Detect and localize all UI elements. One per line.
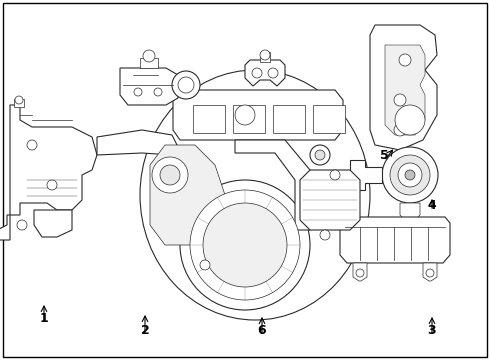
Polygon shape: [300, 170, 360, 230]
Circle shape: [15, 96, 23, 104]
Polygon shape: [400, 203, 420, 220]
Bar: [273, 105, 305, 133]
Bar: [313, 105, 345, 133]
Bar: [14, 99, 24, 107]
Bar: [260, 52, 270, 62]
Circle shape: [310, 145, 330, 165]
Circle shape: [330, 170, 340, 180]
Polygon shape: [370, 25, 437, 150]
Circle shape: [200, 260, 210, 270]
Polygon shape: [385, 45, 425, 135]
Polygon shape: [0, 215, 10, 240]
Circle shape: [152, 157, 188, 193]
Circle shape: [399, 54, 411, 66]
Text: 4: 4: [428, 198, 437, 212]
Circle shape: [160, 165, 180, 185]
Text: 1: 1: [40, 311, 49, 324]
Polygon shape: [340, 217, 450, 263]
Circle shape: [382, 147, 438, 203]
Circle shape: [178, 77, 194, 93]
Polygon shape: [97, 130, 177, 155]
Circle shape: [190, 190, 300, 300]
Circle shape: [203, 203, 287, 287]
Circle shape: [260, 50, 270, 60]
Circle shape: [27, 140, 37, 150]
Polygon shape: [120, 68, 178, 105]
Circle shape: [252, 68, 262, 78]
Bar: [233, 105, 265, 133]
Circle shape: [315, 150, 325, 160]
Text: 2: 2: [141, 324, 149, 337]
Circle shape: [398, 163, 422, 187]
Polygon shape: [173, 90, 343, 140]
Polygon shape: [350, 160, 382, 190]
Bar: [140, 58, 158, 68]
Circle shape: [405, 170, 415, 180]
Circle shape: [426, 269, 434, 277]
Circle shape: [394, 94, 406, 106]
Circle shape: [395, 105, 425, 135]
Circle shape: [134, 88, 142, 96]
Polygon shape: [34, 210, 72, 237]
Circle shape: [390, 155, 430, 195]
Circle shape: [47, 180, 57, 190]
Circle shape: [394, 124, 406, 136]
Circle shape: [235, 105, 255, 125]
Polygon shape: [235, 140, 310, 230]
Polygon shape: [245, 60, 285, 86]
Circle shape: [143, 50, 155, 62]
Polygon shape: [423, 263, 437, 281]
Polygon shape: [150, 145, 225, 245]
Ellipse shape: [140, 70, 370, 320]
Circle shape: [320, 230, 330, 240]
Polygon shape: [10, 105, 97, 215]
Circle shape: [268, 68, 278, 78]
Circle shape: [172, 71, 200, 99]
Circle shape: [356, 269, 364, 277]
Circle shape: [17, 220, 27, 230]
Circle shape: [180, 180, 310, 310]
Polygon shape: [353, 263, 367, 281]
Bar: [193, 105, 225, 133]
Circle shape: [154, 88, 162, 96]
Text: 6: 6: [258, 324, 266, 337]
Text: 3: 3: [428, 324, 436, 337]
Text: 5: 5: [380, 149, 389, 162]
